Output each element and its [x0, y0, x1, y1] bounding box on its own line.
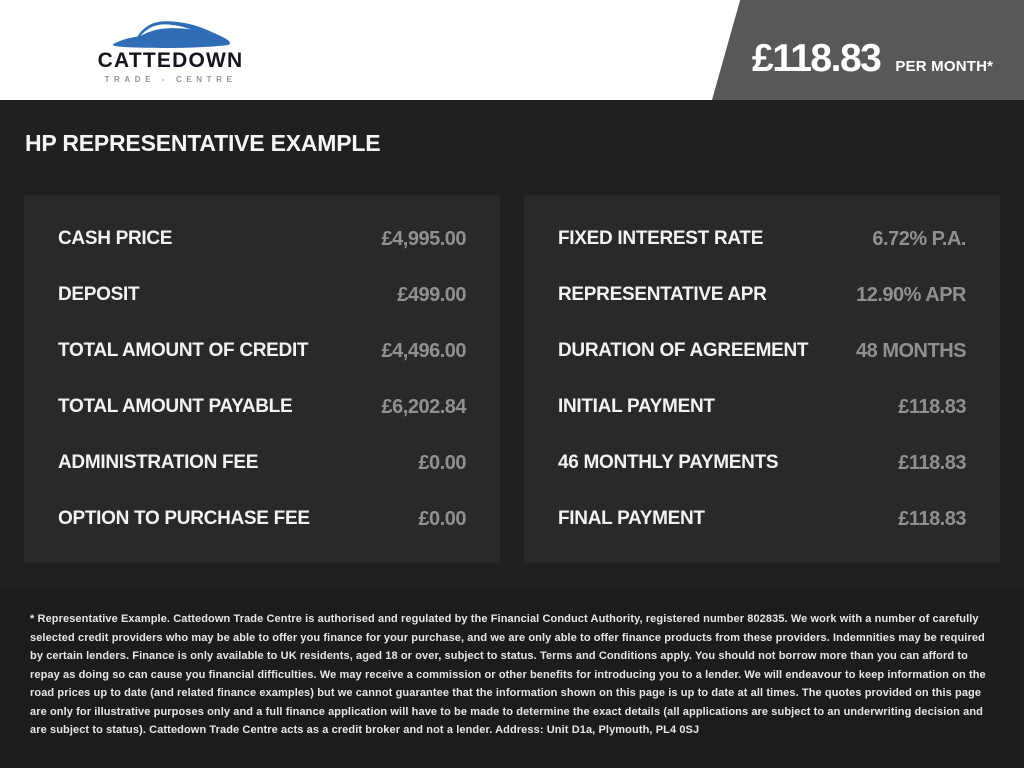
finance-row-value: 6.72% P.A. — [872, 227, 966, 250]
car-icon — [112, 21, 230, 48]
header: CATTEDOWN TRADE - CENTRE £118.83 PER MON… — [0, 0, 1024, 100]
finance-row-label: CASH PRICE — [58, 228, 173, 249]
per-month-label: PER MONTH* — [895, 58, 994, 75]
monthly-price: £118.83 — [752, 37, 882, 80]
finance-row-value: £118.83 — [898, 451, 966, 474]
finance-row-label: DEPOSIT — [58, 284, 140, 305]
finance-panels: CASH PRICE £4,995.00 DEPOSIT £499.00 TOT… — [24, 195, 1000, 563]
finance-row-label: TOTAL AMOUNT PAYABLE — [58, 396, 293, 417]
finance-row-label: TOTAL AMOUNT OF CREDIT — [58, 340, 309, 361]
finance-row-label: INITIAL PAYMENT — [558, 396, 715, 417]
finance-row-value: £118.83 — [898, 395, 966, 418]
finance-row-option-fee: OPTION TO PURCHASE FEE £0.00 — [58, 491, 466, 547]
finance-row-label: FIXED INTEREST RATE — [558, 228, 764, 249]
finance-row-admin-fee: ADMINISTRATION FEE £0.00 — [58, 435, 466, 491]
finance-row-final-payment: FINAL PAYMENT £118.83 — [558, 491, 966, 547]
finance-row-value: 12.90% APR — [856, 283, 966, 306]
finance-row-value: £499.00 — [397, 283, 466, 306]
finance-row-value: £0.00 — [418, 451, 466, 474]
dealer-logo[interactable]: CATTEDOWN TRADE - CENTRE — [98, 12, 242, 85]
page-title: HP REPRESENTATIVE EXAMPLE — [25, 130, 381, 156]
logo-tagline: TRADE - CENTRE — [104, 75, 237, 85]
finance-row-total-credit: TOTAL AMOUNT OF CREDIT £4,496.00 — [58, 323, 467, 379]
disclaimer-text: * Representative Example. Cattedown Trad… — [30, 613, 986, 736]
finance-row-value: £4,995.00 — [381, 227, 467, 250]
finance-row-value: £6,202.84 — [381, 395, 467, 418]
finance-row-label: 46 MONTHLY PAYMENTS — [558, 452, 779, 473]
finance-row-value: £0.00 — [418, 507, 466, 530]
finance-row-label: REPRESENTATIVE APR — [558, 284, 767, 305]
finance-panel-right: FIXED INTEREST RATE 6.72% P.A. REPRESENT… — [524, 195, 1000, 563]
disclaimer-section: * Representative Example. Cattedown Trad… — [0, 589, 1024, 768]
finance-row-initial-payment: INITIAL PAYMENT £118.83 — [558, 379, 966, 435]
finance-row-value: £118.83 — [898, 507, 966, 530]
finance-row-label: ADMINISTRATION FEE — [58, 452, 259, 473]
finance-example-section: HP REPRESENTATIVE EXAMPLE CASH PRICE £4,… — [0, 100, 1024, 589]
finance-row-monthly-payments: 46 MONTHLY PAYMENTS £118.83 — [558, 435, 966, 491]
finance-row-deposit: DEPOSIT £499.00 — [58, 267, 466, 323]
finance-row-total-payable: TOTAL AMOUNT PAYABLE £6,202.84 — [58, 379, 467, 435]
finance-row-cash-price: CASH PRICE £4,995.00 — [58, 211, 467, 267]
price-banner: £118.83 PER MONTH* — [711, 0, 1024, 100]
finance-row-interest-rate: FIXED INTEREST RATE 6.72% P.A. — [558, 211, 966, 267]
finance-row-value: £4,496.00 — [381, 339, 467, 362]
finance-row-duration: DURATION OF AGREEMENT 48 MONTHS — [558, 323, 966, 379]
finance-row-label: DURATION OF AGREEMENT — [558, 340, 809, 361]
finance-panel-left: CASH PRICE £4,995.00 DEPOSIT £499.00 TOT… — [24, 195, 500, 563]
finance-row-label: FINAL PAYMENT — [558, 508, 705, 529]
finance-row-value: 48 MONTHS — [856, 339, 966, 362]
logo-name: CATTEDOWN — [97, 49, 244, 72]
finance-row-label: OPTION TO PURCHASE FEE — [58, 508, 310, 529]
finance-row-apr: REPRESENTATIVE APR 12.90% APR — [558, 267, 966, 323]
